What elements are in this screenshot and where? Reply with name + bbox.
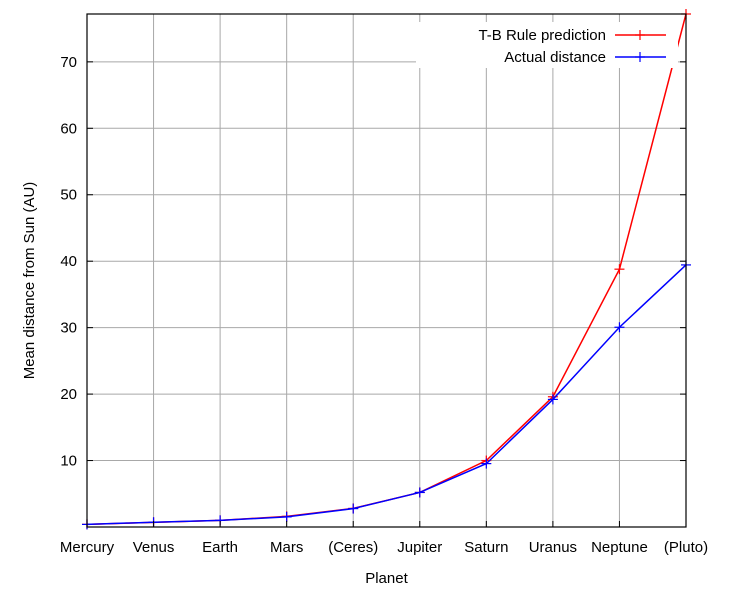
x-tick-label: Venus	[133, 539, 175, 556]
x-tick-label: Jupiter	[397, 539, 442, 556]
x-tick-label: (Ceres)	[328, 539, 378, 556]
y-tick-label: 50	[60, 187, 77, 204]
axis-ticks: Mercury Venus Earth Mars (Ceres) Jupiter Satur…	[60, 54, 708, 556]
x-tick-label: Mars	[270, 539, 303, 556]
legend-label-tb-rule: T-B Rule prediction	[478, 27, 606, 44]
x-tick-label: Saturn	[464, 539, 508, 556]
gridlines	[87, 14, 686, 527]
y-tick-label: 60	[60, 120, 77, 137]
y-tick-label: 70	[60, 54, 77, 71]
y-tick-label: 20	[60, 386, 77, 403]
series-layer	[82, 9, 691, 530]
y-tick-label: 40	[60, 253, 77, 270]
series-1-point	[414, 487, 425, 498]
x-tick-label: Neptune	[591, 539, 648, 556]
series-1-point	[481, 458, 492, 469]
x-tick-label: Earth	[202, 539, 238, 556]
series-1-point	[348, 503, 359, 514]
legend-background	[416, 22, 678, 68]
series-1-point	[547, 394, 558, 405]
series-line-1	[86, 264, 687, 526]
y-tick-label: 10	[60, 453, 77, 470]
y-tick-label: 30	[60, 320, 77, 337]
y-axis-title: Mean distance from Sun (AU)	[21, 182, 38, 380]
x-axis-title: Planet	[365, 570, 408, 587]
series-1-point	[281, 511, 292, 522]
legend-label-actual: Actual distance	[504, 49, 606, 66]
x-tick-label: (Pluto)	[664, 539, 708, 556]
series-1-point	[614, 322, 625, 333]
series-0-point	[614, 264, 625, 275]
legend: T-B Rule prediction Actual distance	[416, 22, 678, 68]
x-tick-label: Mercury	[60, 539, 115, 556]
plot-frame	[86, 13, 687, 528]
x-tick-label: Uranus	[529, 539, 577, 556]
